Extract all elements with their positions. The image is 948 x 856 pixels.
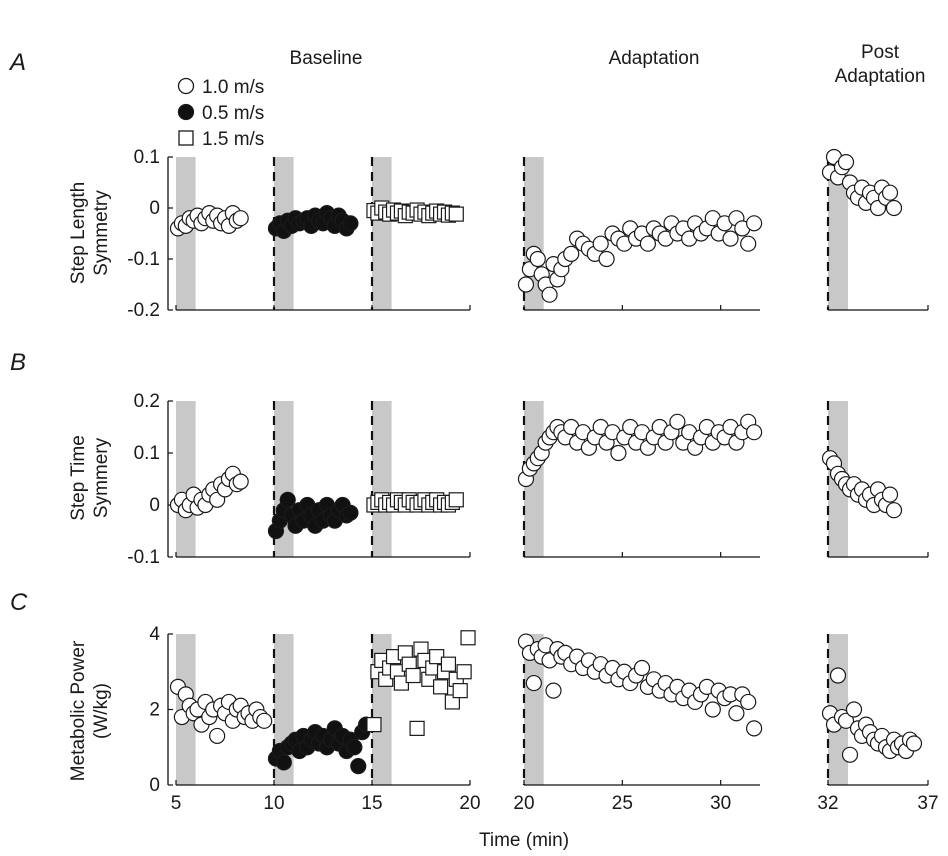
data-point-open <box>633 659 651 677</box>
data-point-open <box>722 230 739 247</box>
data-point-filled <box>346 739 363 756</box>
legend-label-3: 1.5 m/s <box>202 129 264 150</box>
section-title-baseline: Baseline <box>290 48 363 69</box>
y-tick-label: 0.2 <box>134 391 160 412</box>
data-point-open <box>740 693 757 711</box>
data-point-open <box>517 276 535 293</box>
panel-letter-c: C <box>10 589 28 616</box>
data-point-open <box>745 424 763 441</box>
data-point-open <box>610 444 627 462</box>
data-point-open <box>545 682 562 699</box>
x-tick-label: 15 <box>361 793 382 814</box>
data-point-open <box>669 413 686 430</box>
data-point-open <box>740 235 757 252</box>
legend-marker-open-square <box>178 130 194 146</box>
data-point-open <box>728 705 745 722</box>
y-tick-label: 4 <box>149 624 160 645</box>
x-tick-label: 20 <box>513 793 534 814</box>
y-tick-label: 0.1 <box>134 147 160 168</box>
data-point-open <box>592 235 609 252</box>
y-tick-label: -0.1 <box>127 249 160 270</box>
legend-label-2: 0.5 m/s <box>202 103 264 124</box>
data-point-square <box>448 206 464 222</box>
y-axis-label: Step Time Symmery <box>68 435 112 521</box>
y-tick-label: -0.2 <box>127 300 160 321</box>
data-point-square <box>433 679 449 695</box>
plot-area: 0.1 0 -0.1 -0.2 Step Length Symmetry 0.2 0.1 0 -0… <box>68 147 939 814</box>
shaded-period <box>524 634 544 785</box>
data-point-filled <box>342 215 359 232</box>
data-point-open <box>837 154 855 171</box>
x-tick-label: 10 <box>263 793 284 814</box>
x-tick-label: 37 <box>917 793 938 814</box>
data-point-open <box>837 712 855 729</box>
data-point-open <box>525 674 542 692</box>
data-point-open <box>209 727 226 745</box>
section-title-post-adaptation: Post Adaptation <box>835 42 926 87</box>
data-point-open <box>541 286 558 303</box>
data-point-open <box>529 250 546 268</box>
data-point-square <box>440 656 457 672</box>
data-point-square <box>448 492 464 508</box>
y-tick-label: 0.1 <box>134 443 160 464</box>
x-tick-label: 20 <box>459 793 480 814</box>
y-tick-label: 2 <box>149 700 160 721</box>
panel-letter-a: A <box>8 49 26 76</box>
data-point-filled <box>279 491 296 508</box>
shaded-period <box>372 401 392 557</box>
x-tick-label: 30 <box>710 793 731 814</box>
panel-letter-b: B <box>10 349 26 376</box>
section-title-adaptation: Adaptation <box>609 48 700 69</box>
data-point-open <box>829 667 847 684</box>
y-tick-label: 0 <box>149 775 160 796</box>
data-point-open <box>841 746 859 763</box>
y-tick-label: -0.1 <box>127 547 160 568</box>
data-point-square <box>452 683 468 699</box>
data-point-open <box>745 720 763 737</box>
y-axis-label: Step Length Symmetry <box>68 182 112 284</box>
data-point-square <box>456 664 472 680</box>
legend-marker-open-circle <box>177 77 195 95</box>
data-point-open <box>232 210 249 227</box>
legend-label-1: 1.0 m/s <box>202 77 264 98</box>
panel-a: 0.1 0 -0.1 -0.2 Step Length Symmetry <box>68 147 929 321</box>
data-point-square <box>409 720 425 736</box>
panel-b: 0.2 0.1 0 -0.1 Step Time Symmery <box>68 391 929 568</box>
data-point-square <box>460 630 476 646</box>
data-point-square <box>444 694 460 710</box>
data-point-open <box>845 701 863 718</box>
data-point-square <box>366 716 382 733</box>
y-tick-label: 0 <box>149 495 160 516</box>
shaded-period <box>176 401 196 557</box>
data-point-open <box>256 712 273 729</box>
data-point-filled <box>350 758 367 775</box>
data-point-open <box>563 245 580 262</box>
y-tick-label: 0 <box>149 198 160 219</box>
data-point-square <box>405 667 421 684</box>
data-point-filled <box>275 754 292 771</box>
data-point-open <box>881 486 899 503</box>
shaded-period <box>828 157 848 310</box>
x-tick-label: 32 <box>817 793 838 814</box>
y-axis-label: Metabolic Power (W/kg) <box>68 640 112 781</box>
data-point-open <box>598 250 615 268</box>
x-axis-label: Time (min) <box>479 830 569 851</box>
data-point-open <box>704 701 721 718</box>
data-point-filled <box>342 504 359 521</box>
shaded-period <box>372 157 392 310</box>
x-tick-label: 25 <box>612 793 633 814</box>
data-point-open <box>639 235 657 252</box>
data-point-open <box>745 215 763 232</box>
x-tick-label: 5 <box>171 793 182 814</box>
data-point-open <box>885 502 903 519</box>
data-point-open <box>232 473 249 490</box>
legend-marker-filled-circle <box>177 103 195 121</box>
data-point-open <box>885 199 903 217</box>
legend: 1.0 m/s 0.5 m/s 1.5 m/s <box>177 77 264 150</box>
data-point-open <box>881 184 899 201</box>
data-point-open <box>905 735 923 752</box>
